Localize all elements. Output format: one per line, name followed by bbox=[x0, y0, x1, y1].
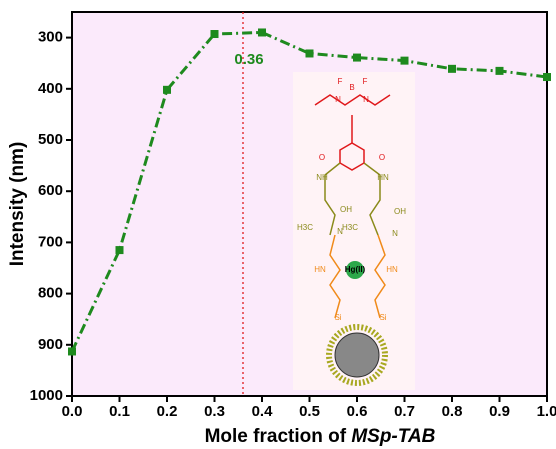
inset-label: F bbox=[363, 77, 368, 86]
left-chain bbox=[329, 234, 341, 319]
inset-label: O bbox=[379, 153, 385, 162]
data-point bbox=[68, 347, 76, 356]
annotation-label: 0.36 bbox=[234, 51, 263, 68]
inset-label: N bbox=[363, 95, 369, 104]
x-tick-label: 0.1 bbox=[109, 403, 130, 420]
hg-ion bbox=[346, 261, 364, 279]
x-tick-label: 0.0 bbox=[62, 403, 83, 420]
inset-label: F bbox=[338, 77, 343, 86]
x-tick-label: 0.7 bbox=[394, 403, 415, 420]
inset-label: HN bbox=[314, 265, 326, 274]
inset-label: N bbox=[392, 229, 398, 238]
right-arm bbox=[363, 162, 381, 236]
nanoparticle-shell bbox=[326, 324, 388, 386]
inset-label: O bbox=[319, 153, 325, 162]
inset-label: N bbox=[337, 227, 343, 236]
left-arm bbox=[324, 162, 341, 236]
y-tick-label: 800 bbox=[38, 285, 63, 302]
y-tick-label: 600 bbox=[38, 182, 63, 199]
data-point bbox=[400, 56, 409, 65]
inset-label: H3C bbox=[297, 223, 313, 232]
y-tick-label: 1000 bbox=[30, 387, 63, 404]
x-tick-label: 0.4 bbox=[252, 403, 274, 420]
inset-label: N bbox=[335, 95, 341, 104]
x-tick-label: 1.0 bbox=[537, 403, 556, 420]
data-point bbox=[258, 28, 266, 37]
data-point bbox=[353, 53, 361, 62]
x-tick-label: 0.6 bbox=[347, 403, 368, 420]
series-line bbox=[70, 30, 548, 353]
data-point bbox=[210, 30, 219, 39]
inset-label: HN bbox=[377, 173, 389, 182]
y-tick-label: 900 bbox=[38, 336, 63, 353]
x-axis-label: Mole fraction of MSp-TAB bbox=[205, 426, 436, 447]
y-tick-label: 400 bbox=[38, 80, 63, 97]
inset-label: HN bbox=[386, 265, 398, 274]
y-tick-label: 500 bbox=[38, 131, 63, 148]
inset-label: B bbox=[349, 83, 354, 92]
x-axis-label-text: Mole fraction of bbox=[205, 426, 352, 447]
data-point bbox=[163, 85, 171, 94]
y-tick-label: 300 bbox=[38, 29, 63, 46]
bodipy-core bbox=[314, 94, 391, 106]
y-axis-label: Intensity (nm) bbox=[7, 142, 28, 267]
x-tick-label: 0.5 bbox=[299, 403, 320, 420]
x-tick-label: 0.9 bbox=[489, 403, 510, 420]
right-chain bbox=[374, 234, 386, 319]
data-point bbox=[115, 246, 124, 255]
nanoparticle bbox=[334, 332, 380, 378]
x-tick-label: 0.3 bbox=[204, 403, 225, 420]
x-tick-label: 0.8 bbox=[442, 403, 463, 420]
inset-label: Hg(II) bbox=[345, 265, 366, 274]
data-point bbox=[448, 64, 456, 73]
inset-label: Si bbox=[379, 313, 386, 322]
data-point bbox=[495, 66, 504, 75]
x-axis-label-italic: MSp-TAB bbox=[351, 426, 435, 447]
inset-label: H3C bbox=[342, 223, 358, 232]
data-point bbox=[543, 73, 551, 82]
inset-label: NH bbox=[316, 173, 328, 182]
data-point bbox=[305, 49, 314, 58]
y-tick-label: 700 bbox=[38, 233, 63, 250]
x-tick-label: 0.2 bbox=[157, 403, 178, 420]
inset-label: OH bbox=[394, 207, 406, 216]
inset-label: OH bbox=[340, 205, 352, 214]
inset-label: Si bbox=[334, 313, 341, 322]
